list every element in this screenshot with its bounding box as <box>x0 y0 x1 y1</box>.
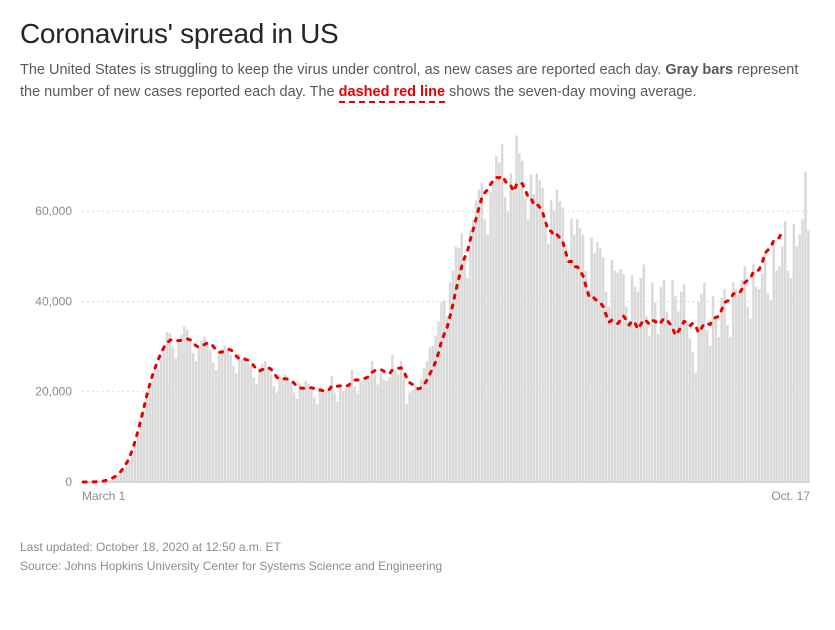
footer-updated: Last updated: October 18, 2020 at 12:50 … <box>20 538 815 557</box>
chart-svg: 0 20,000 40,000 60,000 March 1 Oct. 17 <box>20 122 815 522</box>
subtitle-red-dash: dashed red line <box>339 84 445 103</box>
svg-text:Oct. 17: Oct. 17 <box>771 489 810 503</box>
svg-text:March 1: March 1 <box>82 489 126 503</box>
subtitle-post: shows the seven-day moving average. <box>445 84 696 100</box>
chart-title: Coronavirus' spread in US <box>20 18 815 50</box>
svg-text:0: 0 <box>65 475 72 489</box>
chart-footer: Last updated: October 18, 2020 at 12:50 … <box>20 538 815 576</box>
subtitle-gray-bold: Gray bars <box>665 62 733 78</box>
footer-source: Source: Johns Hopkins University Center … <box>20 557 815 576</box>
svg-text:40,000: 40,000 <box>35 294 72 308</box>
chart-subtitle: The United States is struggling to keep … <box>20 60 800 104</box>
subtitle-pre: The United States is struggling to keep … <box>20 62 665 78</box>
cases-chart: 0 20,000 40,000 60,000 March 1 Oct. 17 <box>20 122 815 522</box>
svg-text:60,000: 60,000 <box>35 204 72 218</box>
svg-text:20,000: 20,000 <box>35 384 72 398</box>
